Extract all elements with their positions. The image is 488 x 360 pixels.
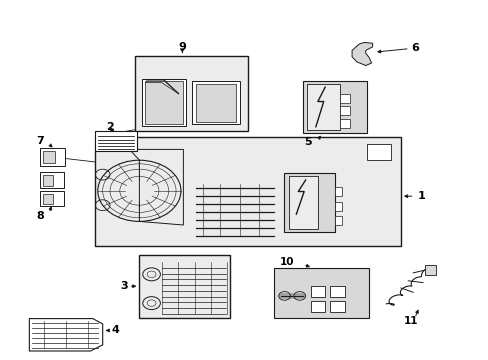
Bar — [310, 301, 325, 312]
Bar — [339, 119, 349, 128]
Bar — [366, 144, 390, 160]
Text: 8: 8 — [36, 211, 44, 221]
Bar — [43, 175, 53, 186]
Bar — [334, 187, 342, 196]
Bar — [288, 176, 317, 229]
Bar — [329, 301, 344, 312]
Text: 7: 7 — [36, 136, 44, 146]
Bar — [425, 265, 435, 275]
Bar — [40, 191, 63, 206]
Text: 4: 4 — [111, 325, 119, 336]
Text: 10: 10 — [280, 257, 294, 267]
Text: 6: 6 — [410, 42, 418, 53]
Text: 11: 11 — [403, 316, 417, 326]
Bar — [195, 84, 235, 122]
Text: 3: 3 — [120, 281, 127, 291]
Bar — [139, 255, 229, 318]
Bar — [142, 79, 185, 126]
Polygon shape — [351, 42, 372, 66]
Bar — [144, 81, 183, 124]
Bar — [306, 84, 340, 130]
Bar — [135, 56, 247, 131]
Text: 5: 5 — [304, 137, 311, 147]
Bar — [303, 81, 366, 133]
Bar — [273, 268, 368, 318]
Bar — [40, 148, 64, 166]
Polygon shape — [29, 319, 102, 351]
Bar — [339, 106, 349, 115]
Text: 2: 2 — [106, 122, 114, 132]
Bar — [329, 286, 344, 297]
Bar — [334, 216, 342, 225]
Polygon shape — [95, 137, 400, 246]
Bar — [310, 286, 325, 297]
Text: 1: 1 — [417, 191, 425, 201]
Text: 9: 9 — [178, 42, 186, 52]
Bar — [43, 151, 55, 163]
Bar — [339, 94, 349, 103]
Bar — [95, 131, 137, 151]
Bar — [191, 81, 239, 124]
Bar — [283, 173, 334, 232]
Bar — [334, 202, 342, 211]
Bar — [43, 194, 53, 204]
Bar — [40, 172, 63, 188]
